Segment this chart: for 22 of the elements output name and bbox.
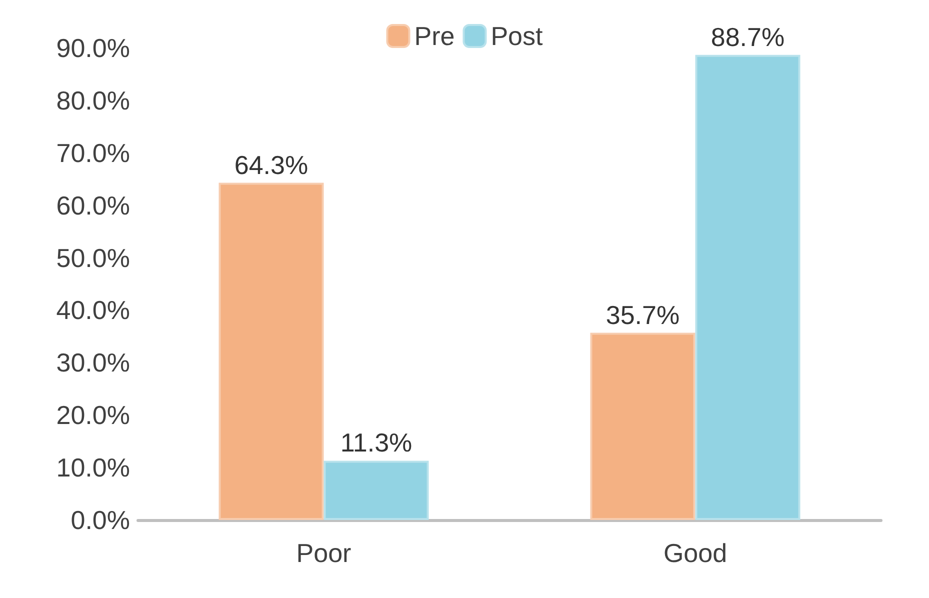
x-tick-label: Good [663, 538, 728, 568]
bar [590, 332, 696, 520]
data-label: 11.3% [340, 428, 412, 458]
y-tick-label: 60.0% [56, 190, 130, 220]
bar [324, 460, 429, 520]
legend-label: Pre [414, 21, 455, 51]
y-tick-label: 50.0% [56, 242, 130, 273]
data-label: 64.3% [234, 150, 308, 180]
data-label: 88.7% [710, 22, 785, 52]
bar [695, 54, 800, 520]
y-tick-label: 80.0% [56, 85, 130, 116]
bar [218, 182, 324, 520]
y-tick-label: 0.0% [70, 505, 130, 535]
y-tick-label: 10.0% [56, 452, 130, 483]
y-tick-label: 30.0% [56, 348, 130, 378]
data-label: 35.7% [606, 300, 680, 330]
x-tick-label: Poor [296, 538, 352, 568]
y-tick-label: 70.0% [56, 138, 130, 168]
y-tick-label: 90.0% [56, 33, 130, 63]
y-tick-label: 40.0% [56, 295, 130, 326]
legend-label: Post [490, 21, 544, 51]
y-tick-label: 20.0% [56, 400, 130, 430]
